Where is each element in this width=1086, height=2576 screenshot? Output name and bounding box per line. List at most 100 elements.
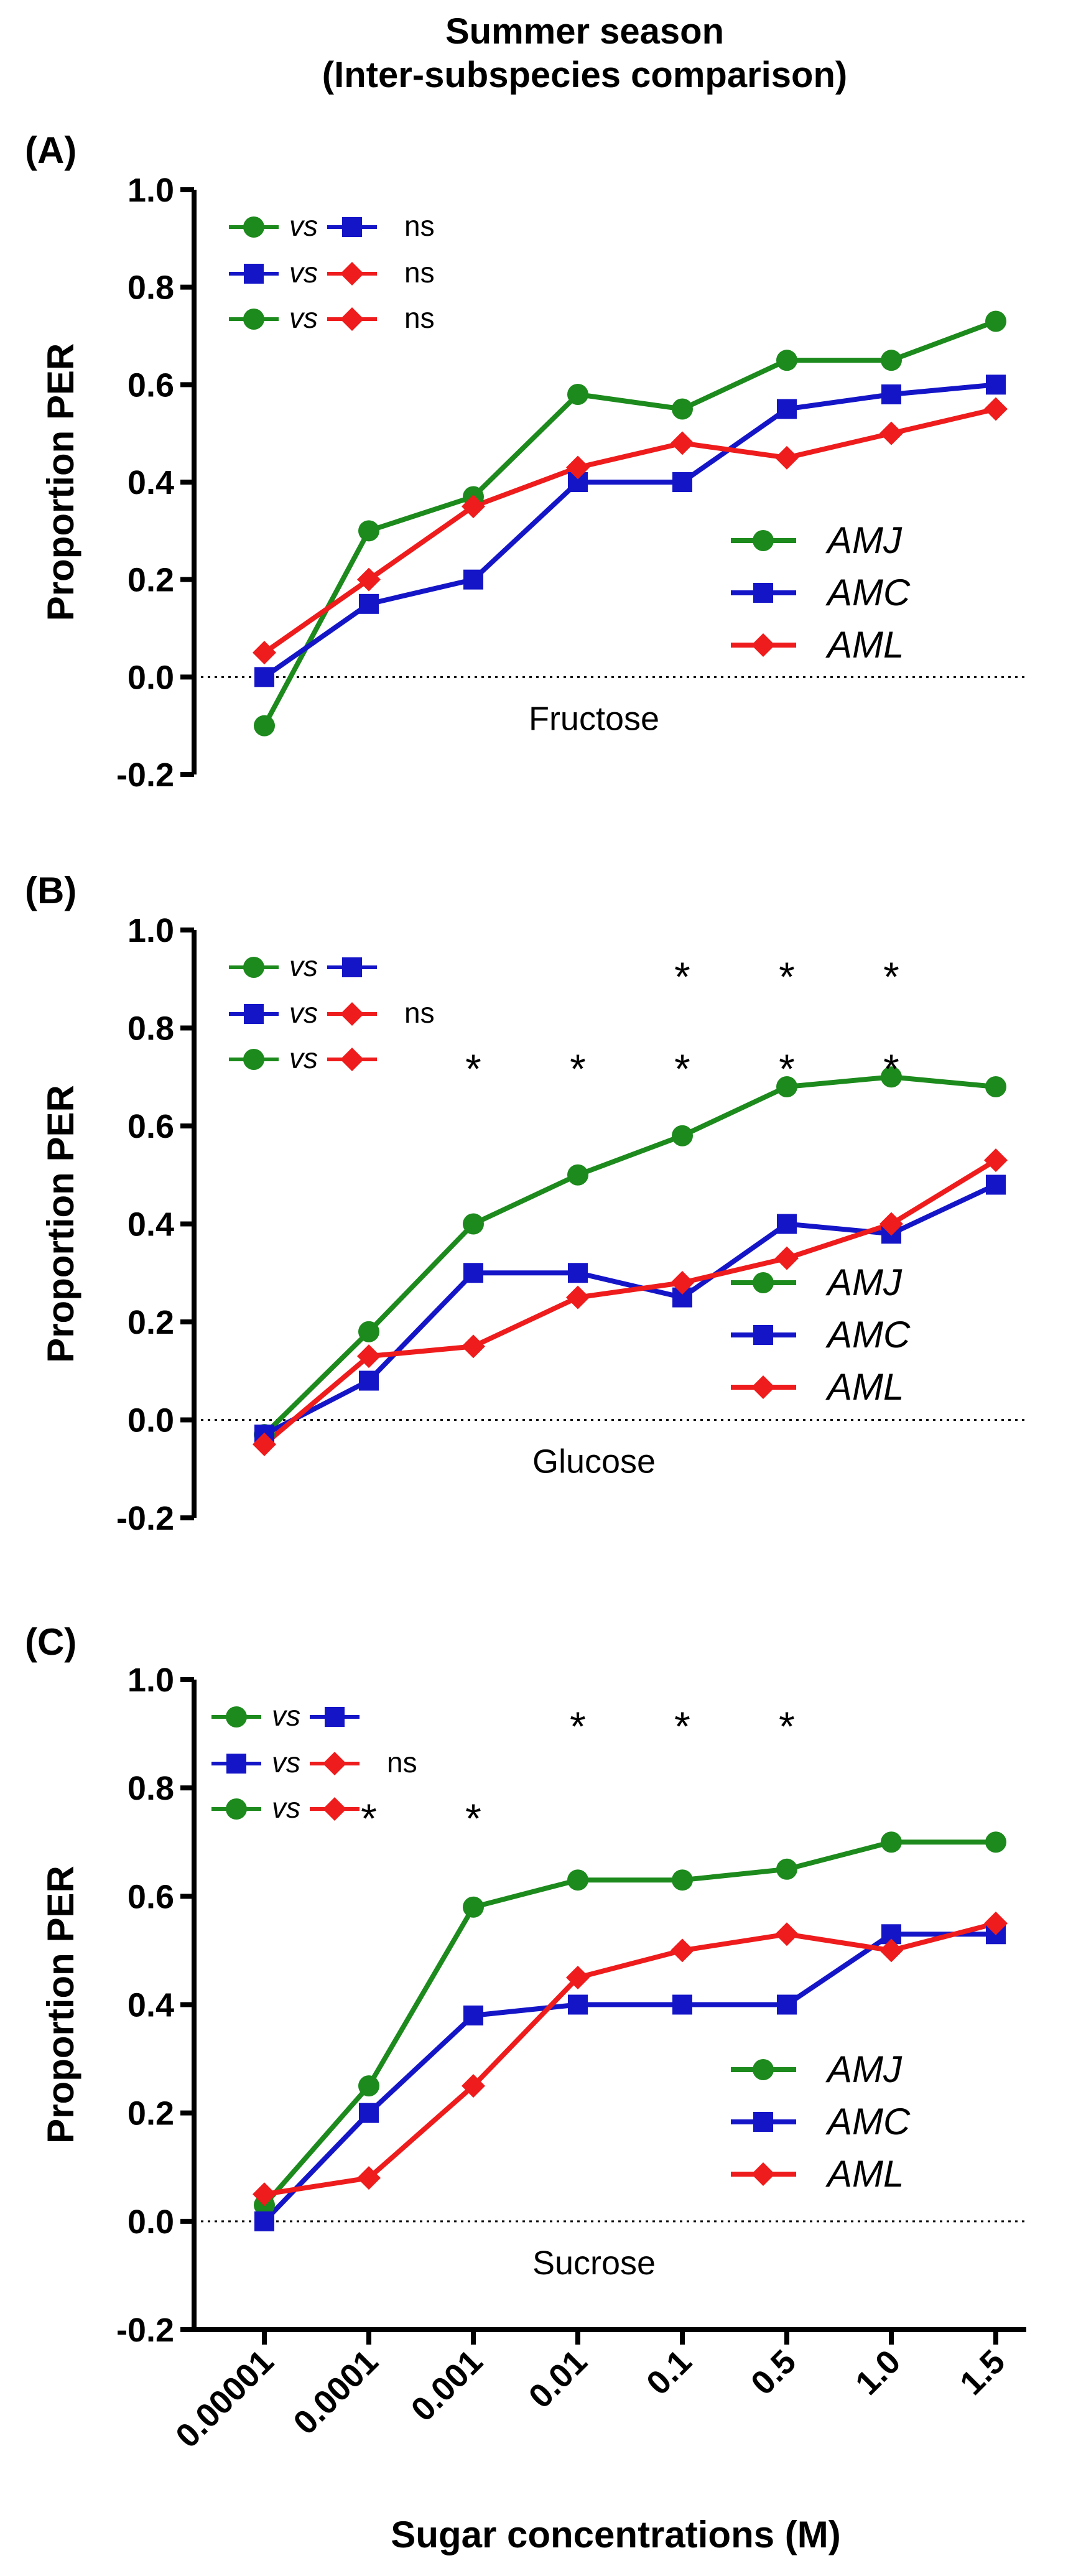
legend-marker-amj xyxy=(753,530,774,551)
point-aml xyxy=(671,1271,694,1295)
comparison-marker-amc xyxy=(226,1754,246,1774)
series-line-amj xyxy=(262,319,997,727)
comparison-vs: vs xyxy=(272,1746,300,1779)
panel-3: (C) Proportion PER -0.2 0.0 0.2 0.4 0.6 0.8 1.0 S… xyxy=(25,1621,1026,2455)
point-aml xyxy=(879,421,903,445)
x-tick-label: 0.01 xyxy=(522,2343,595,2416)
point-aml xyxy=(566,455,590,480)
point-amc xyxy=(359,2103,379,2123)
comparison-marker-amj xyxy=(243,1049,264,1070)
legend-marker-amj xyxy=(753,2059,774,2080)
point-amc xyxy=(672,1994,692,2015)
y-tick-label: 0.2 xyxy=(128,2095,174,2132)
comparison-result: ns xyxy=(404,210,435,242)
y-tick-label: 0.4 xyxy=(128,1987,174,2024)
point-amc xyxy=(986,374,1006,395)
panel-label: (A) xyxy=(25,129,77,171)
comparison-marker-amc xyxy=(342,217,362,237)
sugar-label: Glucose xyxy=(532,1443,656,1481)
point-amc xyxy=(777,399,797,419)
figure-title-line-1: Summer season xyxy=(445,11,724,52)
point-aml xyxy=(879,1212,903,1236)
series-line-amj xyxy=(262,1839,996,2207)
legend-marker-amc xyxy=(753,2112,773,2132)
point-amj xyxy=(985,310,1006,332)
point-amc xyxy=(254,2211,274,2231)
significance-star: * xyxy=(674,954,690,1000)
comparison-marker-aml xyxy=(323,1797,346,1821)
y-tick-label: 0.2 xyxy=(128,1304,174,1341)
legend-label: AMJ xyxy=(825,2048,903,2090)
y-tick-label: 0.0 xyxy=(128,1402,174,1439)
comparison-vs: vs xyxy=(289,256,318,289)
point-aml xyxy=(775,445,799,470)
point-aml xyxy=(253,2182,276,2206)
comparison-vs: vs xyxy=(272,1700,300,1732)
comparison-marker-amj xyxy=(226,1798,247,1820)
point-amj xyxy=(672,398,693,420)
y-tick-label: 0.2 xyxy=(128,562,174,599)
point-amc xyxy=(254,667,274,687)
comparison-marker-amc xyxy=(244,1004,264,1024)
point-amc xyxy=(463,569,483,590)
point-aml xyxy=(984,1911,1008,1935)
panel-label: (C) xyxy=(25,1621,77,1663)
y-tick-label: 0.0 xyxy=(128,2203,174,2241)
point-amc xyxy=(463,2005,483,2025)
point-amj xyxy=(254,715,275,737)
comparison-marker-aml xyxy=(340,1048,364,1071)
y-tick-label: 0.8 xyxy=(128,269,174,307)
x-tick-label: 1.0 xyxy=(848,2343,908,2402)
point-amj xyxy=(776,1858,797,1880)
point-aml xyxy=(357,1344,381,1369)
series-line-aml xyxy=(264,1921,997,2197)
point-amj xyxy=(776,1076,797,1097)
point-aml xyxy=(566,1965,590,1989)
comparison-marker-aml xyxy=(340,262,364,286)
comparison-marker-amc xyxy=(244,264,264,284)
legend-marker-amc xyxy=(753,1325,773,1345)
comparison-marker-amc xyxy=(325,1707,345,1727)
comparison-marker-amj xyxy=(243,309,264,330)
figure-title-line-2: (Inter-subspecies comparison) xyxy=(322,55,847,95)
point-amj xyxy=(881,1831,902,1853)
point-amc xyxy=(568,1994,588,2015)
point-aml xyxy=(984,1148,1008,1173)
y-tick-label: 1.0 xyxy=(128,172,174,209)
y-tick-label: 0.6 xyxy=(128,1878,174,1915)
point-aml xyxy=(984,397,1008,421)
comparison-vs: vs xyxy=(289,210,318,242)
x-tick-label: 0.00001 xyxy=(169,2343,281,2455)
significance-star: * xyxy=(674,1046,690,1092)
x-tick-label: 0.5 xyxy=(744,2343,804,2402)
y-tick-label: 0.8 xyxy=(128,1010,174,1048)
significance-star: * xyxy=(361,1795,377,1841)
significance-star: * xyxy=(570,1703,586,1749)
significance-star: * xyxy=(465,1795,481,1841)
legend-label: AML xyxy=(825,1366,904,1408)
y-tick-label: -0.2 xyxy=(116,1500,174,1537)
legend-marker-aml xyxy=(751,1375,775,1399)
significance-star: * xyxy=(570,1046,586,1092)
sugar-label: Sucrose xyxy=(532,2244,656,2282)
comparison-marker-aml xyxy=(340,307,364,331)
significance-star: * xyxy=(674,1703,690,1749)
point-amj xyxy=(985,1076,1006,1097)
sugar-label: Fructose xyxy=(529,700,659,737)
point-amj xyxy=(881,350,902,371)
x-tick-label: 0.001 xyxy=(404,2343,490,2429)
point-amc xyxy=(568,1263,588,1283)
comparison-vs: vs xyxy=(289,997,318,1029)
comparison-vs: vs xyxy=(289,1042,318,1074)
point-amc xyxy=(777,1994,797,2015)
y-tick-label: 0.4 xyxy=(128,1206,174,1244)
point-aml xyxy=(462,495,485,519)
point-amj xyxy=(567,1869,588,1891)
y-tick-label: -0.2 xyxy=(116,2312,174,2349)
significance-star: * xyxy=(779,954,795,1000)
significance-star: * xyxy=(779,1703,795,1749)
comparison-result: ns xyxy=(387,1746,417,1779)
comparison-marker-amc xyxy=(342,957,362,977)
legend-marker-aml xyxy=(751,633,775,657)
